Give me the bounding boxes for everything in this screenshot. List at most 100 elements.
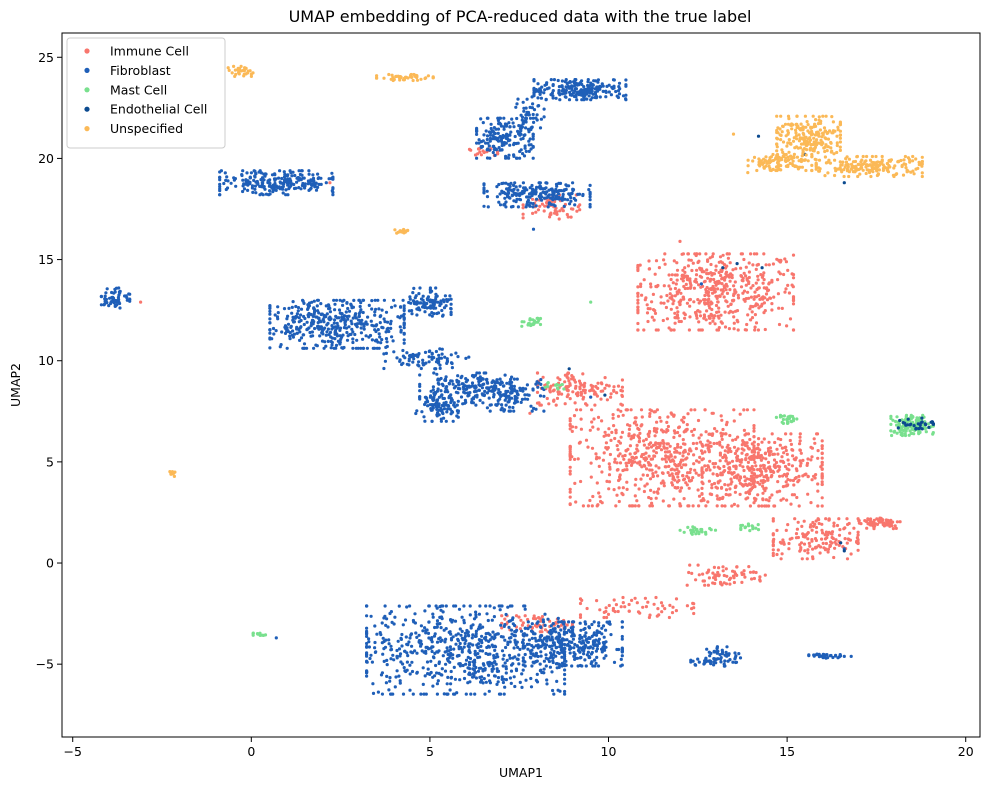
data-point: [756, 328, 761, 332]
data-point: [508, 656, 512, 660]
data-point: [578, 615, 583, 620]
data-point: [333, 330, 337, 334]
data-point: [750, 476, 754, 480]
data-point: [476, 652, 480, 656]
data-point: [595, 655, 599, 660]
data-point: [706, 464, 710, 468]
data-point: [766, 460, 771, 464]
data-point: [474, 632, 478, 636]
data-point: [672, 413, 676, 417]
data-point: [351, 346, 355, 350]
data-point: [473, 373, 478, 377]
data-point: [578, 640, 582, 644]
data-point: [568, 490, 572, 494]
data-point: [718, 443, 722, 447]
data-point: [662, 481, 666, 485]
data-point: [519, 629, 524, 633]
data-point: [783, 257, 787, 261]
data-point: [652, 426, 657, 431]
data-point: [648, 504, 652, 508]
data-point: [508, 382, 512, 386]
data-point: [531, 202, 535, 206]
data-point: [477, 138, 481, 142]
data-point: [748, 504, 753, 508]
data-point: [410, 309, 414, 313]
data-point: [397, 674, 401, 678]
data-point: [521, 668, 525, 672]
data-point: [706, 276, 710, 280]
data-point: [545, 396, 549, 401]
data-point: [474, 403, 478, 407]
data-point: [593, 664, 597, 668]
data-point: [438, 366, 442, 370]
data-point: [408, 636, 412, 640]
data-point: [224, 178, 228, 182]
data-point: [524, 387, 528, 391]
data-point: [532, 406, 536, 410]
data-point: [387, 329, 391, 334]
data-point: [639, 284, 643, 289]
data-point: [592, 79, 596, 83]
data-point: [492, 393, 496, 397]
data-point: [550, 670, 554, 674]
data-point: [471, 623, 475, 627]
data-point: [699, 433, 703, 437]
data-point: [820, 444, 824, 448]
data-point: [530, 187, 535, 191]
data-point: [369, 653, 373, 657]
data-point: [445, 682, 449, 686]
data-point: [299, 336, 304, 340]
data-point: [816, 482, 820, 486]
data-point: [752, 252, 757, 256]
data-point: [389, 648, 393, 652]
data-point: [581, 504, 586, 508]
data-point: [785, 324, 789, 328]
data-point: [636, 321, 640, 326]
data-point: [647, 267, 652, 271]
data-point: [760, 470, 764, 474]
data-point: [522, 154, 527, 158]
data-point: [497, 139, 501, 143]
data-point: [453, 677, 457, 681]
data-point: [384, 310, 389, 314]
data-point: [268, 312, 272, 316]
data-point: [698, 440, 703, 444]
data-point: [770, 473, 774, 478]
data-point: [677, 478, 681, 483]
data-point: [691, 476, 695, 480]
data-point: [502, 125, 506, 129]
data-point: [683, 316, 687, 320]
data-point: [816, 489, 820, 493]
data-point: [735, 309, 740, 313]
data-point: [710, 492, 714, 497]
data-point: [712, 565, 717, 570]
data-point: [628, 504, 632, 508]
data-point: [638, 460, 642, 464]
data-point: [450, 379, 454, 383]
data-point: [399, 328, 403, 332]
data-point: [406, 654, 410, 658]
data-point: [723, 454, 728, 458]
data-point: [325, 312, 329, 316]
data-point: [496, 676, 501, 680]
data-point: [613, 457, 617, 461]
data-point: [744, 458, 748, 462]
data-point: [519, 137, 523, 141]
data-point: [683, 442, 687, 446]
data-point: [779, 437, 783, 442]
data-point: [511, 121, 515, 125]
data-point: [218, 170, 222, 174]
data-point: [778, 540, 783, 544]
data-point: [563, 188, 567, 192]
data-point: [552, 649, 556, 654]
data-point: [756, 442, 760, 447]
data-point: [728, 279, 732, 283]
data-point: [798, 464, 803, 468]
data-point: [538, 92, 542, 96]
data-point: [435, 640, 440, 644]
data-point: [791, 448, 795, 452]
data-point: [648, 468, 652, 472]
data-point: [716, 328, 721, 332]
data-point: [530, 622, 534, 626]
data-point: [644, 296, 648, 300]
